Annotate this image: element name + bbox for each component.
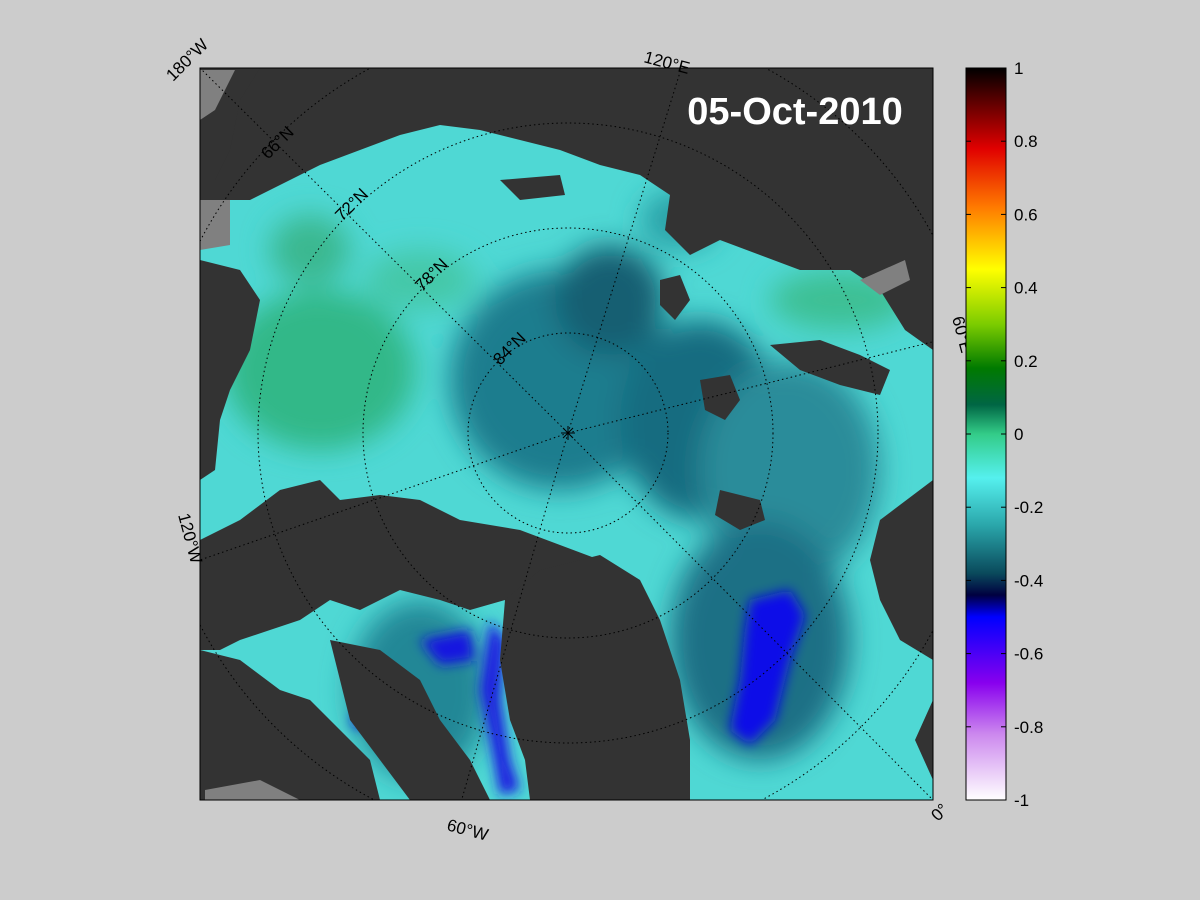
graticule xyxy=(200,68,933,800)
map-panel: 05-Oct-2010 66°N 72°N 78°N 84°N 180°W 12… xyxy=(162,35,976,845)
colorbar-ticks: 1 0.8 0.6 0.4 0.2 0 -0.2 -0.4 -0.6 -0.8 -1 xyxy=(966,59,1043,810)
low-values xyxy=(352,590,805,795)
colorbar-tick-label: -0.2 xyxy=(1014,498,1043,517)
north-pole-marker xyxy=(561,426,575,440)
colorbar-strip xyxy=(965,67,1007,801)
colorbar-tick-label: -0.6 xyxy=(1014,645,1043,664)
colorbar-tick-label: -0.4 xyxy=(1014,571,1043,590)
lon-label-0: 0° xyxy=(927,800,952,825)
colorbar-tick-label: 0 xyxy=(1014,425,1023,444)
colorbar-tick-label: -0.8 xyxy=(1014,718,1043,737)
colorbar-tick-label: 1 xyxy=(1014,59,1023,78)
date-label: 05-Oct-2010 xyxy=(687,91,902,133)
colorbar-tick-label: 0.8 xyxy=(1014,132,1038,151)
ice-shelves xyxy=(200,70,910,800)
colorbar-tick-label: 0.4 xyxy=(1014,279,1038,298)
colorbar: 1 0.8 0.6 0.4 0.2 0 -0.2 -0.4 -0.6 -0.8 -1 xyxy=(965,59,1043,810)
land xyxy=(200,68,933,800)
map-frame xyxy=(199,67,934,801)
lon-label-60w: 60°W xyxy=(445,816,490,845)
colorbar-tick-label: -1 xyxy=(1014,791,1029,810)
colorbar-tick-label: 0.6 xyxy=(1014,205,1038,224)
colorbar-tick-label: 0.2 xyxy=(1014,352,1038,371)
